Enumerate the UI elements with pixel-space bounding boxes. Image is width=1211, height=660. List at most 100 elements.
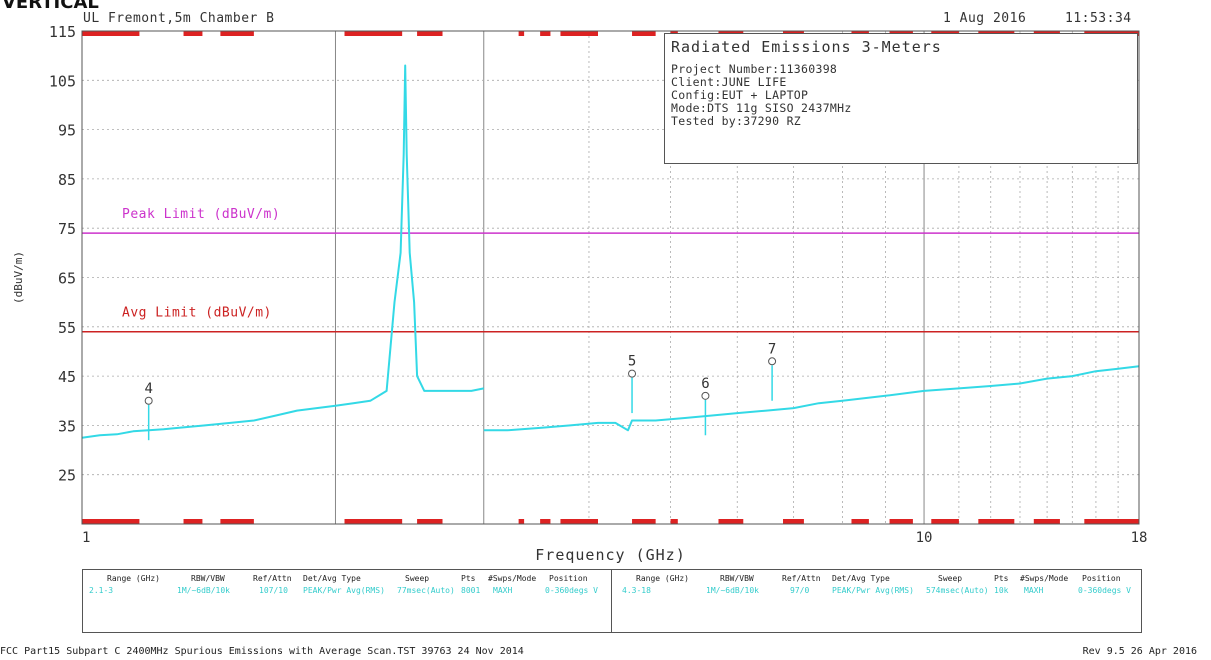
x-axis-label: Frequency (GHz) xyxy=(535,546,685,564)
value-det: PEAK/Pwr Avg(RMS) xyxy=(832,586,914,595)
polarization-label: VERTICAL xyxy=(2,0,99,13)
marker-label: 6 xyxy=(701,376,709,392)
value-swps: MAXH xyxy=(1024,586,1044,595)
xtick-label: 18 xyxy=(1131,530,1148,546)
marker-point xyxy=(144,396,153,405)
scan-bar-top xyxy=(344,31,403,36)
xtick-label: 1 xyxy=(82,530,90,546)
ytick-label: 95 xyxy=(58,122,76,140)
scan-bar-bottom xyxy=(1084,519,1139,524)
emission-trace xyxy=(483,365,1140,432)
value-rbw: 1M/~6dB/10k xyxy=(177,586,230,595)
value-ref: 107/10 xyxy=(259,586,288,595)
scan-bar-bottom xyxy=(718,519,744,524)
limit-label: Peak Limit (dBuV/m) xyxy=(122,207,280,222)
header-rbw: RBW/VBW xyxy=(720,574,754,583)
header-pts: Pts xyxy=(461,574,476,583)
test-date: 1 Aug 2016 xyxy=(943,11,1027,26)
header-ref: Ref/Attn xyxy=(253,574,292,583)
scan-bar-top xyxy=(220,31,254,36)
scan-bar-bottom xyxy=(670,519,678,524)
settings-table: Range (GHz) RBW/VBW Ref/Attn Det/Avg Typ… xyxy=(82,569,1142,633)
ytick-label: 65 xyxy=(58,270,76,288)
marker-label: 4 xyxy=(144,381,152,397)
value-range: 2.1-3 xyxy=(89,586,114,595)
header-det: Det/Avg Type xyxy=(832,574,890,583)
ytick-label: 45 xyxy=(58,368,76,386)
footer-right: Rev 9.5 26 Apr 2016 xyxy=(1082,646,1197,657)
value-sweep: 77msec(Auto) xyxy=(397,586,455,595)
ytick-label: 105 xyxy=(49,72,76,90)
scan-bar-bottom xyxy=(220,519,254,524)
xtick-label: 10 xyxy=(916,530,933,546)
test-time: 11:53:34 xyxy=(1065,11,1132,26)
value-position: 0-360degs V xyxy=(545,586,598,595)
marker-point xyxy=(768,357,777,366)
scan-bar-bottom xyxy=(632,519,656,524)
header-swps: #Swps/Mode xyxy=(1020,574,1069,583)
ytick-label: 55 xyxy=(58,319,76,337)
value-position: 0-360degs V xyxy=(1078,586,1131,595)
settings-right: Range (GHz) RBW/VBW Ref/Attn Det/Avg Typ… xyxy=(612,570,1142,632)
info-config: Config:EUT + LAPTOP xyxy=(671,88,809,102)
ytick-label: 75 xyxy=(58,220,76,238)
value-pts: 8001 xyxy=(461,586,481,595)
scan-bar-top xyxy=(632,31,656,36)
scan-bar-top xyxy=(82,31,140,36)
scan-bar-top xyxy=(540,31,551,36)
value-sweep: 574msec(Auto) xyxy=(926,586,989,595)
header-det: Det/Avg Type xyxy=(303,574,361,583)
scan-bar-bottom xyxy=(344,519,403,524)
scan-bar-bottom xyxy=(783,519,804,524)
marker-label: 7 xyxy=(768,341,776,357)
info-box: Radiated Emissions 3-Meters Project Numb… xyxy=(664,33,1138,164)
value-swps: MAXH xyxy=(493,586,513,595)
plot-frame xyxy=(81,30,1140,525)
header-range: Range (GHz) xyxy=(107,574,160,583)
scan-bar-bottom xyxy=(82,519,140,524)
footer-left: FCC Part15 Subpart C 2400MHz Spurious Em… xyxy=(0,646,524,657)
limit-lines: Peak Limit (dBuV/m) Avg Limit (dBuV/m) xyxy=(82,207,1139,333)
ytick-label: 25 xyxy=(58,467,76,485)
scan-bar-bottom xyxy=(540,519,551,524)
info-tested-by: Tested by:37290 RZ xyxy=(671,114,802,128)
header-pts: Pts xyxy=(994,574,1009,583)
emission-trace xyxy=(81,64,484,439)
scan-bar-top xyxy=(417,31,443,36)
scan-bar-bottom xyxy=(1033,519,1060,524)
test-location: UL Fremont,5m Chamber B xyxy=(83,11,275,26)
scan-bar-top xyxy=(560,31,598,36)
scan-bar-bottom xyxy=(931,519,959,524)
header-range: Range (GHz) xyxy=(636,574,689,583)
chart-grid xyxy=(82,30,1139,524)
value-ref: 97/0 xyxy=(790,586,810,595)
info-project: Project Number:11360398 xyxy=(671,62,838,76)
scan-bar-bottom xyxy=(518,519,525,524)
header-position: Position xyxy=(1082,574,1121,583)
scan-bar-top xyxy=(518,31,525,36)
value-det: PEAK/Pwr Avg(RMS) xyxy=(303,586,385,595)
scan-bar-bottom xyxy=(560,519,598,524)
header-position: Position xyxy=(549,574,588,583)
emission-traces xyxy=(81,64,1140,439)
ytick-label: 35 xyxy=(58,417,76,435)
ytick-label: 115 xyxy=(49,23,76,41)
settings-left: Range (GHz) RBW/VBW Ref/Attn Det/Avg Typ… xyxy=(83,570,611,632)
header-swps: #Swps/Mode xyxy=(488,574,537,583)
header-ref: Ref/Attn xyxy=(782,574,821,583)
info-mode: Mode:DTS 11g SISO 2437MHz xyxy=(671,101,852,115)
scan-bar-bottom xyxy=(851,519,869,524)
scan-bar-bottom xyxy=(978,519,1015,524)
scan-bar-top xyxy=(183,31,203,36)
header-sweep: Sweep xyxy=(405,574,430,583)
marker-group: 4 5 6 7 xyxy=(144,341,777,441)
value-pts: 10k xyxy=(994,586,1009,595)
y-axis-label: (dBuV/m) xyxy=(12,251,25,304)
limit-label: Avg Limit (dBuV/m) xyxy=(122,306,272,321)
marker-point xyxy=(701,391,710,400)
table-divider xyxy=(611,570,612,632)
scan-bar-bottom xyxy=(183,519,203,524)
header-rbw: RBW/VBW xyxy=(191,574,225,583)
